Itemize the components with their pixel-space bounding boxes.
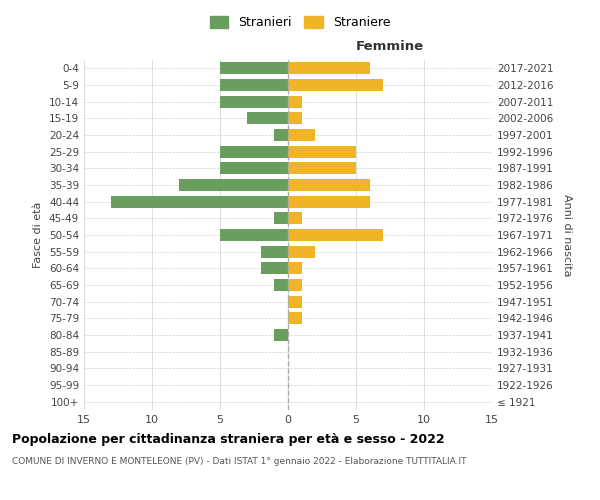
Bar (288, 79, 383, 91)
Bar (288, 196, 370, 207)
Bar (288, 112, 302, 124)
Bar (220, 162, 288, 174)
Bar (220, 146, 288, 158)
Bar (288, 312, 302, 324)
Bar (220, 79, 288, 91)
Text: Popolazione per cittadinanza straniera per età e sesso - 2022: Popolazione per cittadinanza straniera p… (12, 432, 445, 446)
Bar (111, 196, 288, 207)
Bar (288, 296, 302, 308)
Bar (274, 212, 288, 224)
Bar (261, 246, 288, 258)
Bar (288, 62, 370, 74)
Bar (179, 179, 288, 191)
Bar (288, 229, 383, 241)
Y-axis label: Fasce di età: Fasce di età (34, 202, 43, 268)
Bar (261, 262, 288, 274)
Bar (274, 129, 288, 141)
Y-axis label: Anni di nascita: Anni di nascita (562, 194, 572, 276)
Bar (288, 279, 302, 291)
Bar (288, 262, 302, 274)
Text: COMUNE DI INVERNO E MONTELEONE (PV) - Dati ISTAT 1° gennaio 2022 - Elaborazione : COMUNE DI INVERNO E MONTELEONE (PV) - Da… (12, 458, 467, 466)
Bar (274, 279, 288, 291)
Bar (288, 179, 370, 191)
Bar (288, 96, 302, 108)
Bar (247, 112, 288, 124)
Bar (288, 129, 315, 141)
Text: Femmine: Femmine (356, 40, 424, 53)
Bar (220, 229, 288, 241)
Bar (288, 246, 315, 258)
Bar (220, 62, 288, 74)
Bar (288, 212, 302, 224)
Legend: Stranieri, Straniere: Stranieri, Straniere (205, 11, 395, 34)
Bar (274, 329, 288, 341)
Bar (288, 162, 356, 174)
Bar (288, 146, 356, 158)
Bar (220, 96, 288, 108)
